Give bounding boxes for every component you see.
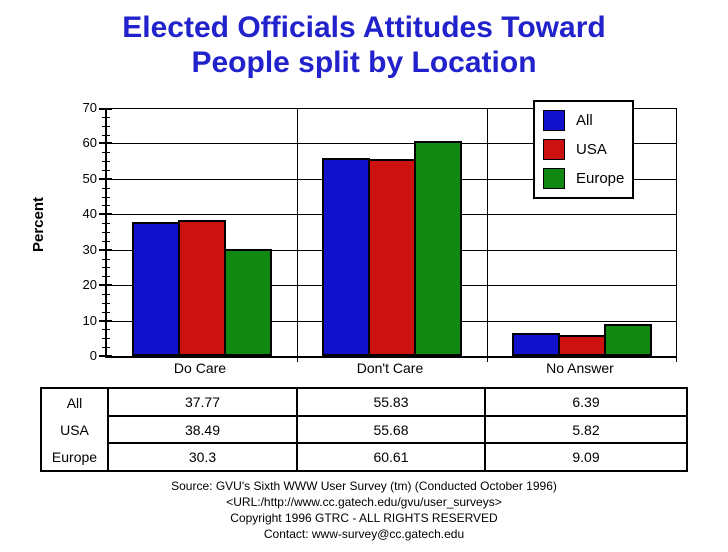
y-tick-major-0 [99,355,112,357]
y-tick-minor [102,276,110,277]
y-tick-minor [102,241,110,242]
table-cell-europe-no-answer: 9.09 [572,449,600,466]
y-tick-minor [102,152,110,153]
bar-usa-don-t-care [368,159,416,356]
y-tick-major-60 [99,142,112,144]
footer-url-line: <URL:/http://www.cc.gatech.edu/gvu/user_… [226,495,502,509]
x-category-label-do-care: Do Care [173,360,227,376]
x-category-labels: Do Care Don't Care No Answer [105,360,675,376]
y-tick-minor [102,267,110,268]
bar-europe-do-care [224,249,272,356]
bar-europe-no-answer [604,324,652,356]
table-cell-all-no-answer: 6.39 [572,393,600,410]
gridline-horizontal-60 [107,143,677,144]
y-tick-minor [102,223,110,224]
y-tick-major-50 [99,178,112,180]
legend-label-europe: Europe [576,170,625,187]
y-tick-minor [102,312,110,313]
footer: Source: GVU's Sixth WWW User Survey (tm)… [0,478,728,542]
table-cell-europe-don-t-care: 60.61 [298,444,486,471]
chart-title-line1: Elected Officials Attitudes Toward [122,11,606,44]
table-cell-usa-don-t-care: 55.68 [298,416,486,443]
table-row-labels: All USA Europe [42,389,109,470]
y-tick-major-20 [99,284,112,286]
table-row-label-usa: USA [60,421,89,438]
legend-label-usa: USA [576,141,607,158]
y-tick-label-60: 60 [82,135,97,150]
gridline-vertical-2 [487,108,488,362]
bar-usa-do-care [178,220,226,356]
y-tick-minor [102,197,110,198]
plot-right-border [676,108,677,362]
legend-entry-all: All [543,106,632,135]
table-row-label-europe: Europe [51,448,98,465]
y-axis-label: Percent [30,197,47,253]
legend-entry-europe: Europe [543,164,632,193]
legend-swatch-europe [543,168,565,189]
footer-source-line: Source: GVU's Sixth WWW User Survey (tm)… [171,479,557,493]
table-cell-all-don-t-care: 55.83 [298,389,486,415]
table-cell-all-do-care: 37.77 [109,389,298,415]
y-tick-minor [102,303,110,304]
bar-europe-don-t-care [414,141,462,356]
y-tick-major-30 [99,249,112,251]
bar-usa-no-answer [558,335,606,356]
y-tick-minor [102,347,110,348]
y-tick-minor [102,294,110,295]
y-tick-minor [102,205,110,206]
y-tick-minor [102,338,110,339]
y-tick-label-30: 30 [82,242,97,257]
y-tick-minor [102,170,110,171]
y-tick-minor [102,161,110,162]
legend-entry-usa: USA [543,135,632,164]
data-table: All USA Europe 37.77 55.83 6.39 38.49 55.68 5.8… [40,387,688,472]
table-row-europe: 30.3 60.61 9.09 [109,444,686,471]
legend: All USA Europe [533,100,634,199]
y-tick-minor [102,126,110,127]
chart-title-line2: People split by Location [191,46,537,79]
legend-label-all: All [576,112,593,129]
gridline-vertical-1 [297,108,298,362]
y-tick-label-40: 40 [82,206,97,221]
y-tick-label-0: 0 [89,348,97,363]
y-tick-label-70: 70 [82,100,97,115]
bar-all-do-care [132,222,180,356]
y-tick-major-40 [99,213,112,215]
y-tick-minor [102,329,110,330]
legend-swatch-all [543,110,565,131]
y-tick-label-50: 50 [82,171,97,186]
y-tick-minor [102,232,110,233]
table-cell-usa-no-answer: 5.82 [572,421,600,438]
chart-title: Elected Officials Attitudes Toward Peopl… [0,10,728,80]
plot-area: 0 10 20 30 40 50 60 70 [83,101,677,363]
x-category-label-no-answer: No Answer [546,360,614,376]
y-tick-major-70 [99,108,112,110]
y-tick-minor [102,117,110,118]
table-row-all: 37.77 55.83 6.39 [109,389,686,417]
table-cell-europe-do-care: 30.3 [109,444,298,471]
y-tick-minor [102,259,110,260]
y-tick-major-10 [99,320,112,322]
footer-copyright-line: Copyright 1996 GTRC - ALL RIGHTS RESERVE… [230,511,498,525]
y-tick-minor [102,188,110,189]
table-cell-usa-do-care: 38.49 [109,416,298,443]
legend-swatch-usa [543,139,565,160]
y-tick-minor [102,135,110,136]
y-tick-label-20: 20 [82,277,97,292]
x-category-label-don-t-care: Don't Care [356,360,424,376]
table-row-usa: 38.49 55.68 5.82 [109,416,686,445]
y-tick-label-10: 10 [82,313,97,328]
bar-all-no-answer [512,333,560,356]
footer-contact-line: Contact: www-survey@cc.gatech.edu [263,527,465,541]
gridline-horizontal-70 [107,108,677,109]
table-row-label-all: All [66,394,83,411]
bar-all-don-t-care [322,158,370,356]
table-data: 37.77 55.83 6.39 38.49 55.68 5.82 30.3 60.61 9.0… [109,389,686,471]
